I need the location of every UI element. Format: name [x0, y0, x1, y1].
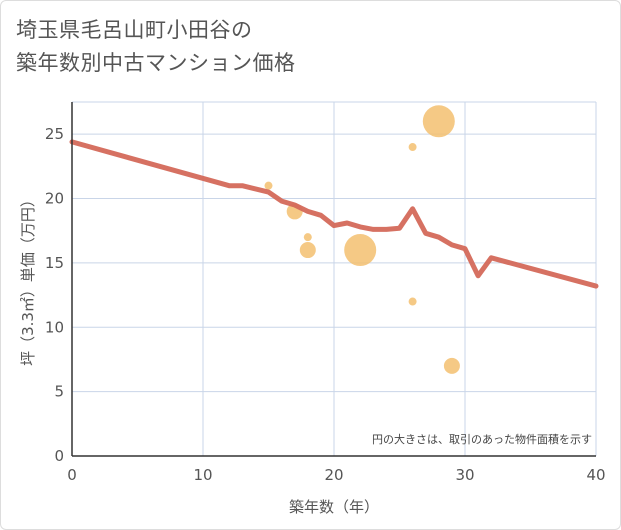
y-tick-label-1: 5: [54, 383, 64, 401]
x-axis-label: 築年数（年）: [289, 498, 379, 516]
bubble-point-7: [422, 105, 455, 138]
bubble-point-5: [408, 143, 417, 152]
y-tick-label-4: 20: [45, 190, 64, 208]
chart-title: 埼玉県毛呂山町小田谷の 築年数別中古マンション価格: [16, 14, 296, 80]
bubble-point-6: [408, 297, 417, 306]
y-tick-label-3: 15: [45, 254, 64, 272]
y-tick-label-0: 0: [54, 447, 64, 465]
bubble-layer: [264, 105, 460, 374]
trend-layer: [69, 139, 599, 289]
x-tick-label-0: 0: [67, 466, 77, 484]
x-tick-label-4: 40: [586, 466, 605, 484]
bubble-point-4: [344, 234, 377, 267]
y-tick-label-2: 10: [45, 318, 64, 336]
y-tick-label-5: 25: [45, 125, 64, 143]
trend-line: [69, 139, 599, 289]
size-legend-note: 円の大きさは、取引のあった物件面積を示す: [372, 432, 592, 446]
x-tick-label-3: 30: [455, 466, 474, 484]
chart-title-line-1: 埼玉県毛呂山町小田谷の: [16, 18, 253, 42]
bubble-point-3: [299, 242, 316, 259]
bubble-point-8: [443, 357, 460, 374]
x-tick-label-2: 20: [324, 466, 343, 484]
axes: [71, 102, 596, 457]
chart-title-line-2: 築年数別中古マンション価格: [16, 51, 296, 75]
bubble-point-2: [303, 233, 312, 242]
grid-lines: [72, 101, 597, 456]
y-axis-label: 坪（3.3㎡）単価（万円）: [19, 192, 37, 366]
bubble-point-0: [264, 181, 273, 190]
tick-labels: 0 10 20 30 40 0 5 10 15 20 25: [45, 125, 606, 484]
x-tick-label-1: 10: [193, 466, 212, 484]
